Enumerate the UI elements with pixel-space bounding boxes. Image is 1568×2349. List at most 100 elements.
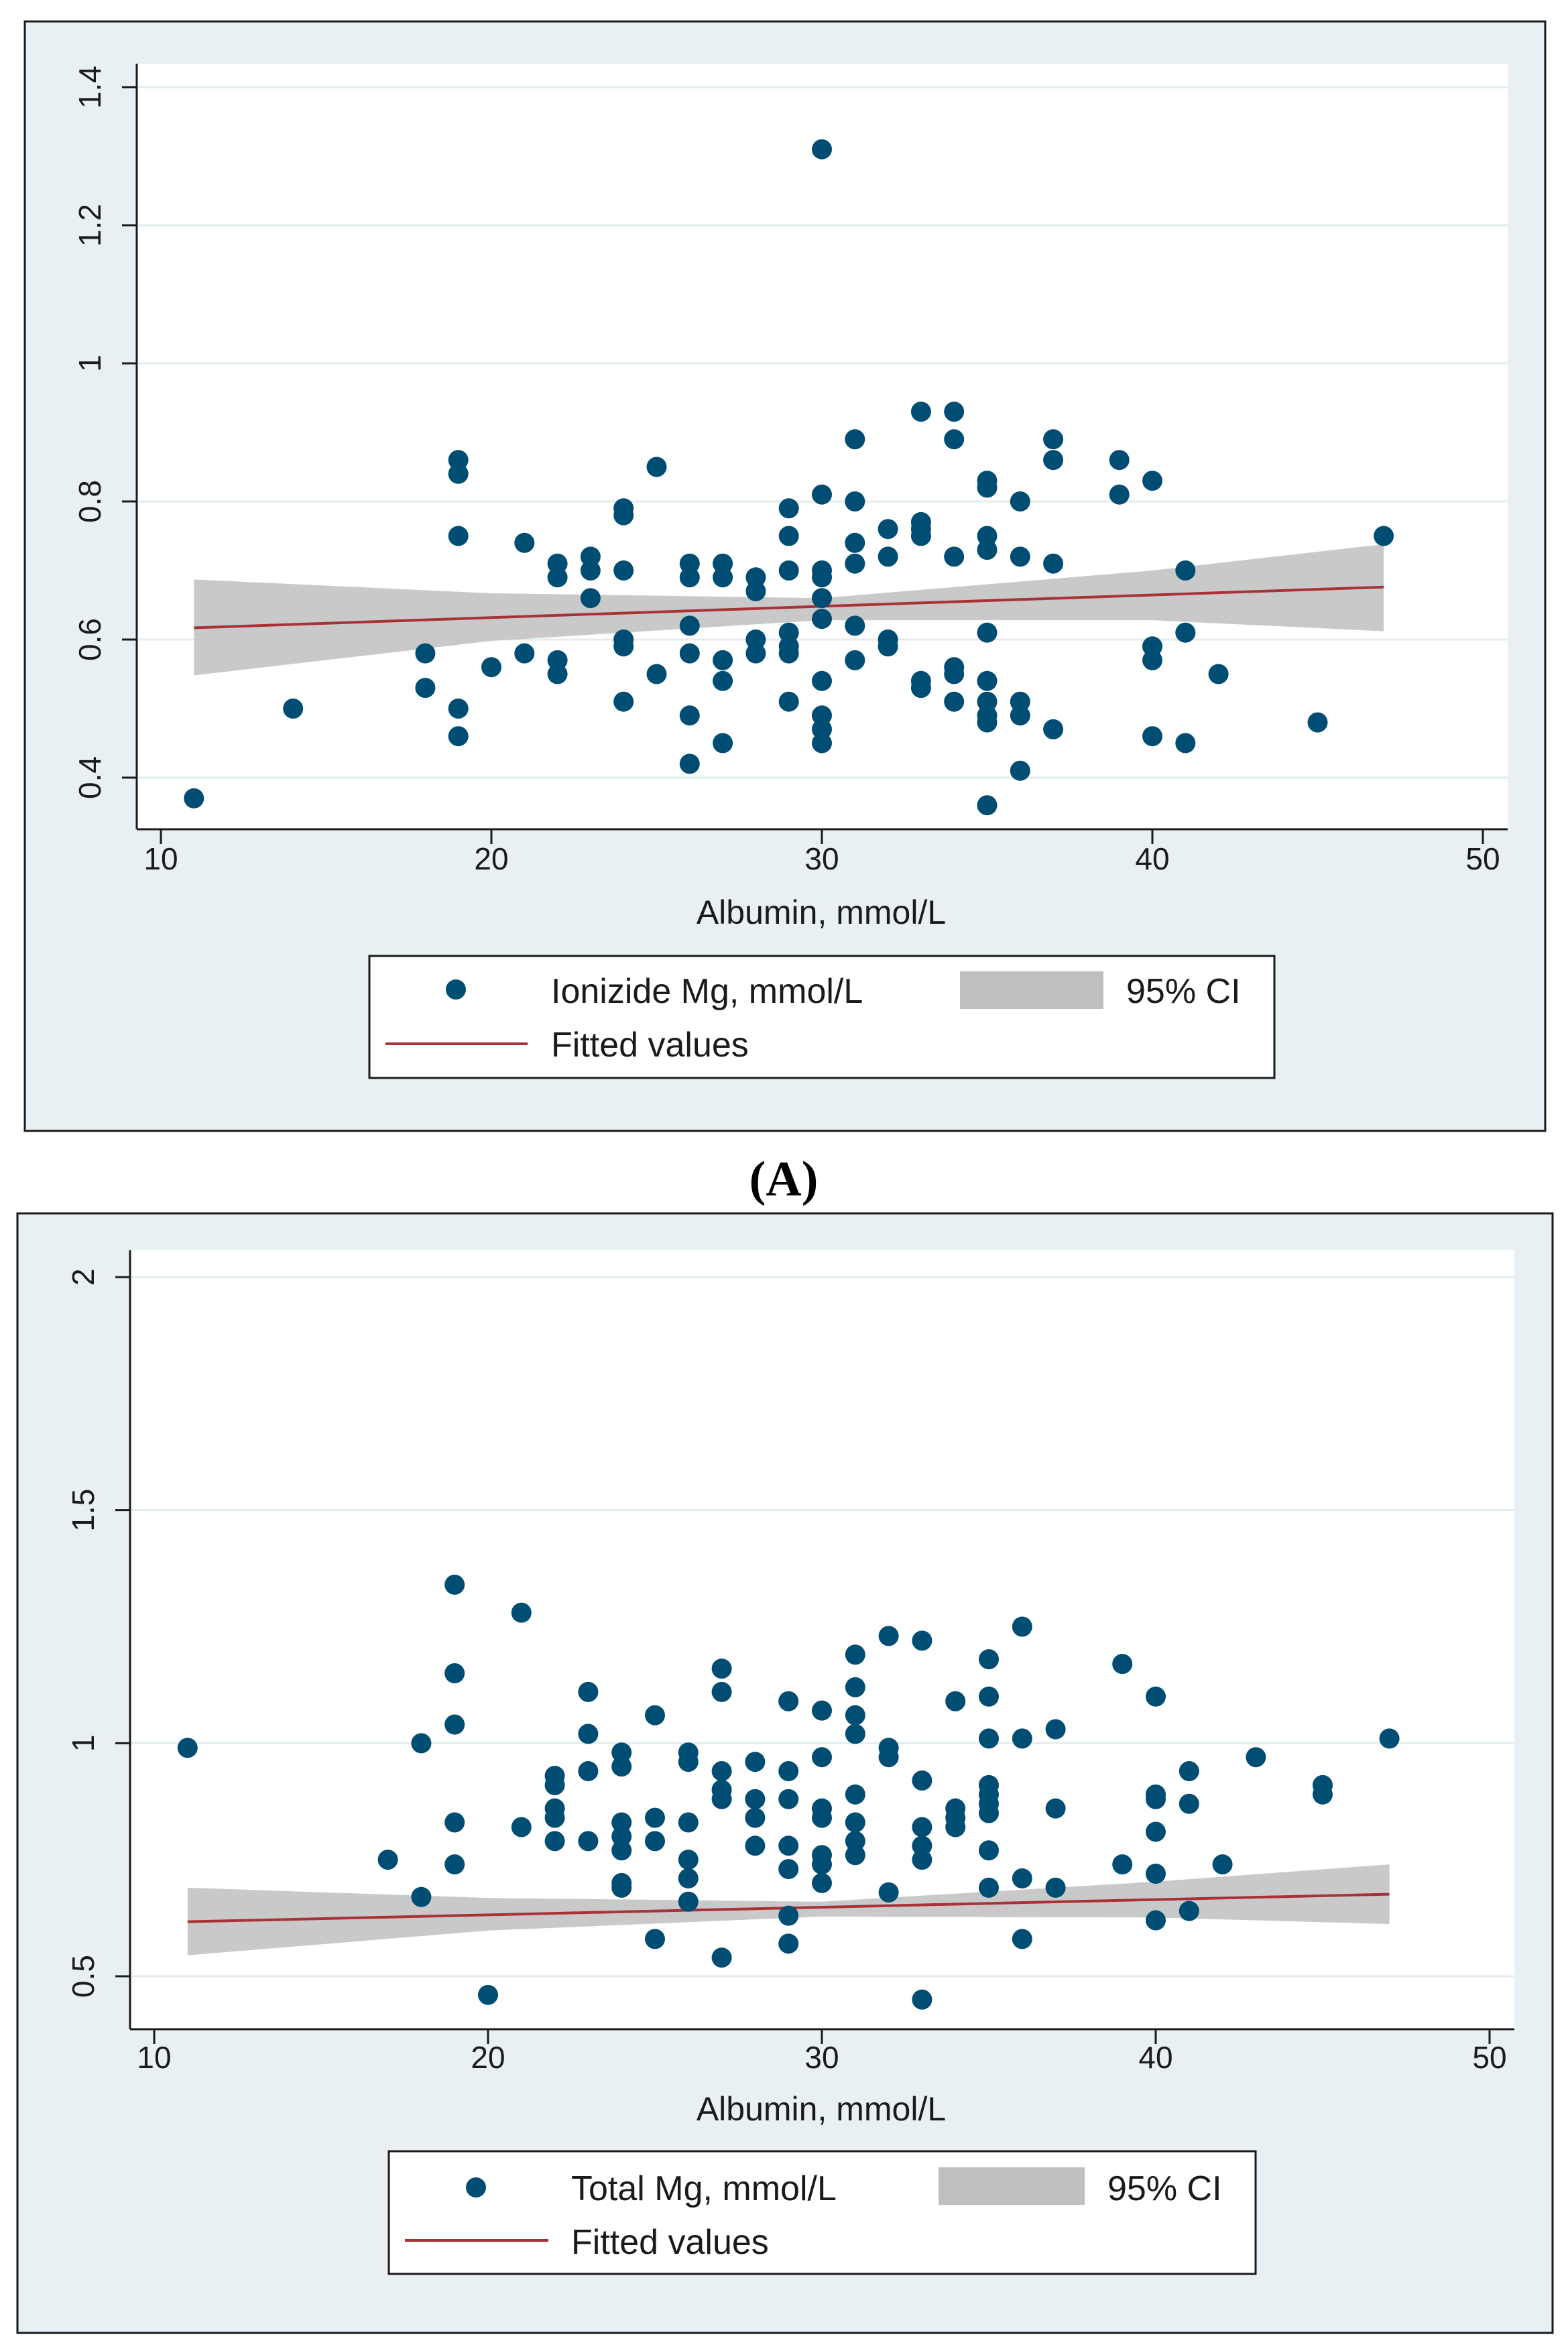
data-point-44 bbox=[778, 560, 799, 581]
data-point-72 bbox=[910, 526, 931, 546]
data-point-30 bbox=[645, 1831, 665, 1852]
data-point-2 bbox=[415, 678, 436, 699]
panel-b-legend: Total Mg, mmol/L 95% CI Fitted values bbox=[387, 2150, 1257, 2275]
panel-a-ci-band bbox=[194, 544, 1384, 676]
data-point-94 bbox=[1012, 1728, 1032, 1749]
data-point-100 bbox=[1109, 450, 1130, 471]
data-point-16 bbox=[544, 1831, 565, 1852]
data-point-76 bbox=[944, 429, 965, 450]
y-tick-label-4: 1.2 bbox=[72, 204, 107, 247]
data-point-15 bbox=[547, 664, 568, 684]
data-point-65 bbox=[845, 1724, 865, 1744]
data-point-49 bbox=[778, 1761, 799, 1782]
data-point-85 bbox=[979, 1686, 999, 1707]
data-point-12 bbox=[547, 553, 568, 574]
x-tick-label-1: 20 bbox=[474, 841, 508, 876]
y-tick-label-5: 1.4 bbox=[72, 66, 107, 109]
y-tick-label-3: 1 bbox=[72, 355, 107, 372]
data-point-99 bbox=[1043, 719, 1064, 739]
y-tick-label-0: 0.4 bbox=[72, 756, 107, 799]
data-point-23 bbox=[613, 636, 634, 657]
data-point-60 bbox=[845, 491, 865, 511]
data-point-92 bbox=[1010, 546, 1030, 567]
data-point-9 bbox=[478, 1984, 498, 2005]
data-point-68 bbox=[845, 1831, 865, 1852]
panel-b-x-axis-label: Albumin, mmol/L bbox=[697, 2090, 946, 2128]
data-point-90 bbox=[979, 1803, 999, 1823]
data-point-95 bbox=[1010, 760, 1030, 781]
data-point-29 bbox=[645, 1807, 665, 1828]
data-point-61 bbox=[812, 1872, 832, 1893]
data-point-18 bbox=[578, 1724, 599, 1744]
data-point-106 bbox=[1146, 1864, 1166, 1884]
data-point-86 bbox=[979, 1728, 999, 1749]
data-point-5 bbox=[444, 1663, 465, 1684]
figure-caption-a: (A) bbox=[749, 1152, 819, 1207]
panel-b-legend-box bbox=[387, 2150, 1257, 2275]
data-point-36 bbox=[678, 1868, 699, 1888]
data-point-83 bbox=[945, 1817, 966, 1838]
data-point-2 bbox=[411, 1733, 432, 1754]
data-point-24 bbox=[611, 1826, 632, 1847]
data-point-31 bbox=[679, 705, 700, 726]
x-tick-label-3: 40 bbox=[1138, 2040, 1172, 2075]
data-point-91 bbox=[1010, 491, 1030, 511]
data-point-21 bbox=[611, 1742, 632, 1763]
data-point-57 bbox=[812, 719, 832, 739]
data-point-14 bbox=[547, 650, 568, 670]
panel-b-points bbox=[177, 1574, 1400, 2010]
data-point-89 bbox=[977, 712, 998, 733]
data-point-10 bbox=[514, 532, 535, 553]
data-point-101 bbox=[1109, 484, 1130, 505]
data-point-6 bbox=[448, 526, 469, 546]
data-point-98 bbox=[1045, 1798, 1066, 1819]
data-point-94 bbox=[1010, 705, 1030, 726]
data-point-83 bbox=[977, 526, 998, 546]
panel-b-axes: 10 20 30 40 50 0.5 1 1.5 2 bbox=[66, 1250, 1514, 2075]
data-point-85 bbox=[977, 622, 998, 643]
y-tick-label-2: 0.8 bbox=[72, 480, 107, 523]
data-point-114 bbox=[1313, 1784, 1333, 1805]
data-point-105 bbox=[1142, 726, 1162, 747]
x-tick-label-0: 10 bbox=[143, 841, 178, 876]
data-point-63 bbox=[845, 615, 865, 636]
x-tick-label-4: 50 bbox=[1472, 2040, 1506, 2075]
data-point-17 bbox=[580, 560, 601, 581]
data-point-28 bbox=[645, 1705, 665, 1726]
data-point-10 bbox=[511, 1602, 532, 1623]
data-point-52 bbox=[812, 567, 832, 588]
data-point-110 bbox=[1179, 1901, 1199, 1921]
data-point-56 bbox=[812, 1747, 832, 1768]
data-point-37 bbox=[678, 1891, 699, 1912]
data-point-95 bbox=[1012, 1868, 1032, 1888]
data-point-33 bbox=[678, 1752, 699, 1772]
data-point-18 bbox=[580, 588, 601, 609]
panel-b-gridlines bbox=[130, 1276, 1514, 1978]
panel-a-legend-ci-swatch bbox=[960, 971, 1103, 1009]
data-point-44 bbox=[745, 1752, 766, 1772]
panel-a-axes: 10 20 30 40 50 0.4 0.6 0.8 1 1.2 1.4 bbox=[72, 64, 1508, 876]
data-point-59 bbox=[845, 429, 865, 450]
data-point-105 bbox=[1146, 1821, 1166, 1842]
data-point-39 bbox=[745, 581, 766, 601]
y-tick-label-2: 1.5 bbox=[66, 1489, 101, 1532]
panel-a-legend-scatter-label: Ionizide Mg, mmol/L bbox=[551, 972, 863, 1011]
data-point-31 bbox=[645, 1929, 665, 1949]
data-point-13 bbox=[547, 567, 568, 588]
data-point-7 bbox=[448, 699, 469, 719]
data-point-106 bbox=[1175, 560, 1196, 581]
data-point-69 bbox=[845, 1845, 865, 1866]
data-point-34 bbox=[678, 1812, 699, 1833]
data-point-80 bbox=[945, 1691, 966, 1711]
panel-a-legend-ci-label: 95% CI bbox=[1126, 972, 1241, 1011]
data-point-87 bbox=[977, 691, 998, 712]
fitted-line bbox=[194, 585, 1384, 629]
data-point-40 bbox=[711, 1761, 732, 1782]
panel-b-legend-scatter-label: Total Mg, mmol/L bbox=[571, 2169, 837, 2208]
data-point-11 bbox=[511, 1817, 532, 1838]
data-point-56 bbox=[812, 705, 832, 726]
data-point-77 bbox=[912, 1835, 932, 1856]
data-point-97 bbox=[1045, 1719, 1066, 1740]
data-point-55 bbox=[812, 1700, 832, 1721]
data-point-100 bbox=[1112, 1654, 1133, 1675]
